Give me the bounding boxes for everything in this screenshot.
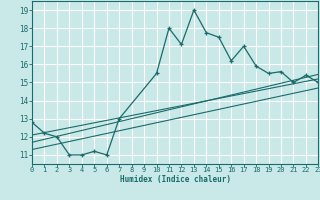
X-axis label: Humidex (Indice chaleur): Humidex (Indice chaleur) [120,175,231,184]
